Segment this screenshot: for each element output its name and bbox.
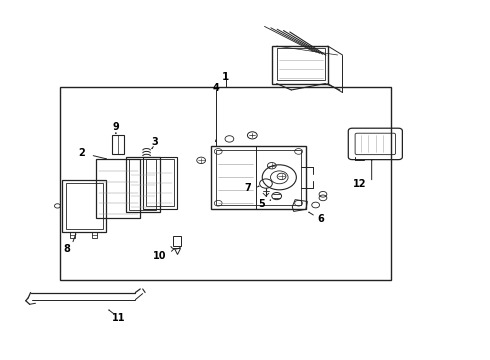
Bar (113, 135, 124, 154)
Text: 12: 12 (353, 179, 366, 189)
Bar (66, 183, 103, 229)
Text: 5: 5 (259, 199, 266, 209)
Bar (277, 48, 325, 80)
Text: 6: 6 (317, 213, 324, 224)
Bar (97, 158, 140, 217)
Text: 7: 7 (244, 183, 251, 193)
Bar (146, 159, 174, 206)
Text: 2: 2 (78, 148, 85, 158)
Bar (70, 232, 75, 238)
Bar (173, 236, 181, 246)
Bar (216, 150, 301, 205)
Text: 3: 3 (151, 137, 158, 147)
Bar (60, 87, 391, 280)
Text: 10: 10 (153, 251, 167, 261)
Bar (129, 159, 156, 210)
Text: 4: 4 (212, 83, 219, 93)
Text: 8: 8 (64, 244, 71, 253)
Text: 9: 9 (113, 122, 119, 132)
Bar (143, 157, 177, 208)
Bar (92, 232, 98, 238)
Bar (62, 180, 106, 232)
Bar (272, 46, 328, 84)
Text: 1: 1 (222, 72, 229, 82)
Bar (125, 157, 160, 212)
Text: 11: 11 (112, 312, 125, 323)
Bar (211, 146, 306, 208)
